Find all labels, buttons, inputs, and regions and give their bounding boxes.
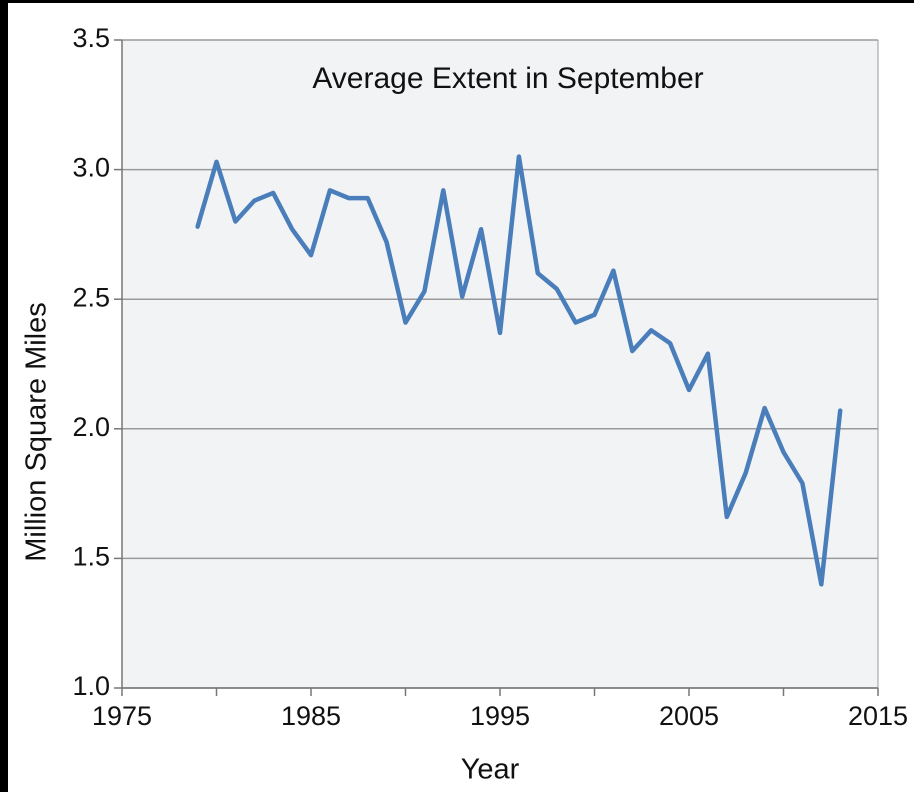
chart-title: Average Extent in September xyxy=(312,62,703,95)
x-tick-label: 1975 xyxy=(92,701,152,731)
y-tick-label: 3.0 xyxy=(72,153,110,183)
x-tick-label: 1985 xyxy=(281,701,341,731)
x-tick-label: 2015 xyxy=(848,701,908,731)
data-line xyxy=(195,154,843,587)
y-tick-label: 2.0 xyxy=(72,412,110,442)
x-tick-label: 2005 xyxy=(659,701,719,731)
y-tick-label: 3.5 xyxy=(72,23,110,53)
y-tick-label: 2.5 xyxy=(72,282,110,312)
x-axis-title: Year xyxy=(461,754,520,786)
y-tick-label: 1.0 xyxy=(72,671,110,701)
y-axis-title: Million Square Miles xyxy=(21,302,53,562)
plot-area xyxy=(122,40,878,688)
x-tick-label: 1995 xyxy=(470,701,530,731)
y-tick-label: 1.5 xyxy=(72,542,110,572)
